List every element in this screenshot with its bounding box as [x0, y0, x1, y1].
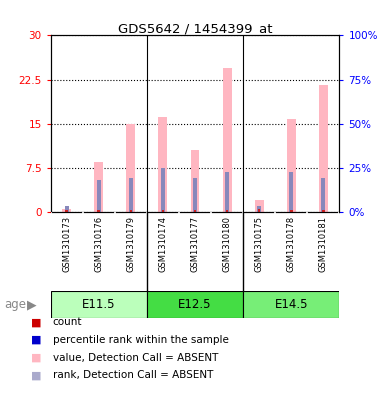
- Bar: [194, 211, 196, 212]
- Bar: [257, 206, 261, 212]
- Bar: [161, 211, 164, 212]
- Bar: [290, 211, 292, 212]
- Bar: [319, 86, 328, 212]
- Text: count: count: [53, 317, 82, 327]
- Bar: [129, 211, 132, 212]
- Text: age: age: [4, 298, 26, 311]
- Bar: [97, 180, 101, 212]
- Text: percentile rank within the sample: percentile rank within the sample: [53, 335, 229, 345]
- Text: GSM1310175: GSM1310175: [255, 216, 264, 272]
- Text: GDS5642 / 1454399_at: GDS5642 / 1454399_at: [118, 22, 272, 35]
- Bar: [161, 168, 165, 212]
- Bar: [322, 211, 324, 212]
- Text: GSM1310174: GSM1310174: [158, 216, 167, 272]
- Text: GSM1310178: GSM1310178: [287, 216, 296, 272]
- Bar: [255, 200, 264, 212]
- Text: rank, Detection Call = ABSENT: rank, Detection Call = ABSENT: [53, 370, 213, 380]
- Bar: [158, 117, 167, 212]
- Text: GSM1310181: GSM1310181: [319, 216, 328, 272]
- Bar: [193, 178, 197, 212]
- Bar: [258, 209, 261, 212]
- Bar: [226, 211, 229, 212]
- Text: E14.5: E14.5: [275, 298, 308, 311]
- Bar: [225, 172, 229, 212]
- Text: value, Detection Call = ABSENT: value, Detection Call = ABSENT: [53, 353, 218, 363]
- Text: GSM1310173: GSM1310173: [62, 216, 71, 272]
- Bar: [65, 206, 69, 212]
- Bar: [289, 172, 293, 212]
- Bar: [126, 124, 135, 212]
- Bar: [147, 291, 243, 318]
- Bar: [98, 211, 100, 212]
- Bar: [287, 119, 296, 212]
- Text: GSM1310179: GSM1310179: [126, 216, 135, 272]
- Text: ■: ■: [31, 353, 42, 363]
- Bar: [94, 162, 103, 212]
- Text: ■: ■: [31, 317, 42, 327]
- Text: GSM1310180: GSM1310180: [223, 216, 232, 272]
- Bar: [62, 209, 71, 212]
- Bar: [243, 291, 339, 318]
- Bar: [51, 291, 147, 318]
- Bar: [321, 178, 325, 212]
- Bar: [66, 211, 68, 212]
- Text: GSM1310176: GSM1310176: [94, 216, 103, 272]
- Text: ■: ■: [31, 335, 42, 345]
- Text: E12.5: E12.5: [178, 298, 212, 311]
- Text: GSM1310177: GSM1310177: [190, 216, 200, 272]
- Text: ■: ■: [31, 370, 42, 380]
- Text: E11.5: E11.5: [82, 298, 115, 311]
- Bar: [129, 178, 133, 212]
- Bar: [223, 68, 232, 212]
- Bar: [190, 150, 200, 212]
- Text: ▶: ▶: [27, 298, 36, 311]
